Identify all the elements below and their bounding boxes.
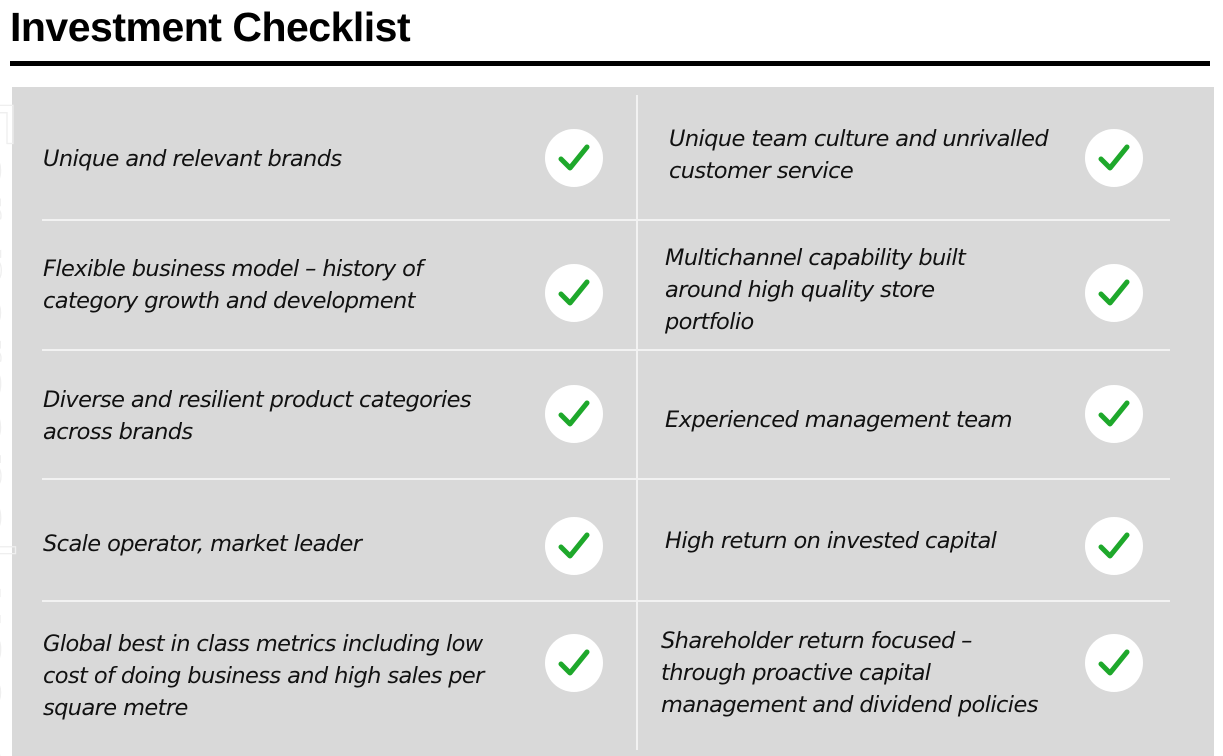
check-icon <box>1085 385 1143 443</box>
check-icon <box>545 634 603 692</box>
check-icon <box>1085 634 1143 692</box>
check-icon <box>1085 129 1143 187</box>
row-divider <box>42 478 1170 480</box>
checklist-item-label: Global best in class metrics including l… <box>43 631 484 721</box>
title-underline <box>10 61 1210 66</box>
page-title: Investment Checklist <box>10 4 411 50</box>
check-icon <box>545 517 603 575</box>
column-divider <box>636 95 638 750</box>
check-icon <box>545 385 603 443</box>
check-icon <box>1085 264 1143 322</box>
checklist-panel: For personal use only Unique and relevan… <box>0 87 1214 756</box>
checklist-item-label: Unique and relevant brands <box>43 146 342 172</box>
check-icon <box>1085 517 1143 575</box>
check-icon <box>545 129 603 187</box>
checklist-item-label: Unique team culture and unrivalled custo… <box>669 126 1049 184</box>
checklist-item-label: Flexible business model – history of cat… <box>43 256 423 314</box>
check-icon <box>545 264 603 322</box>
checklist-item-label: Scale operator, market leader <box>43 531 362 557</box>
watermark-text: For personal use only <box>0 98 31 756</box>
checklist-item-label: Diverse and resilient product categories… <box>43 387 472 445</box>
checklist-item-label: Experienced management team <box>665 407 1013 433</box>
checklist-item-label: High return on invested capital <box>665 528 997 554</box>
row-divider <box>42 219 1170 221</box>
row-divider <box>42 349 1170 351</box>
row-divider <box>42 600 1170 602</box>
checklist-item-label: Shareholder return focused – through pro… <box>661 628 1038 718</box>
checklist-item-label: Multichannel capability built around hig… <box>665 245 966 335</box>
